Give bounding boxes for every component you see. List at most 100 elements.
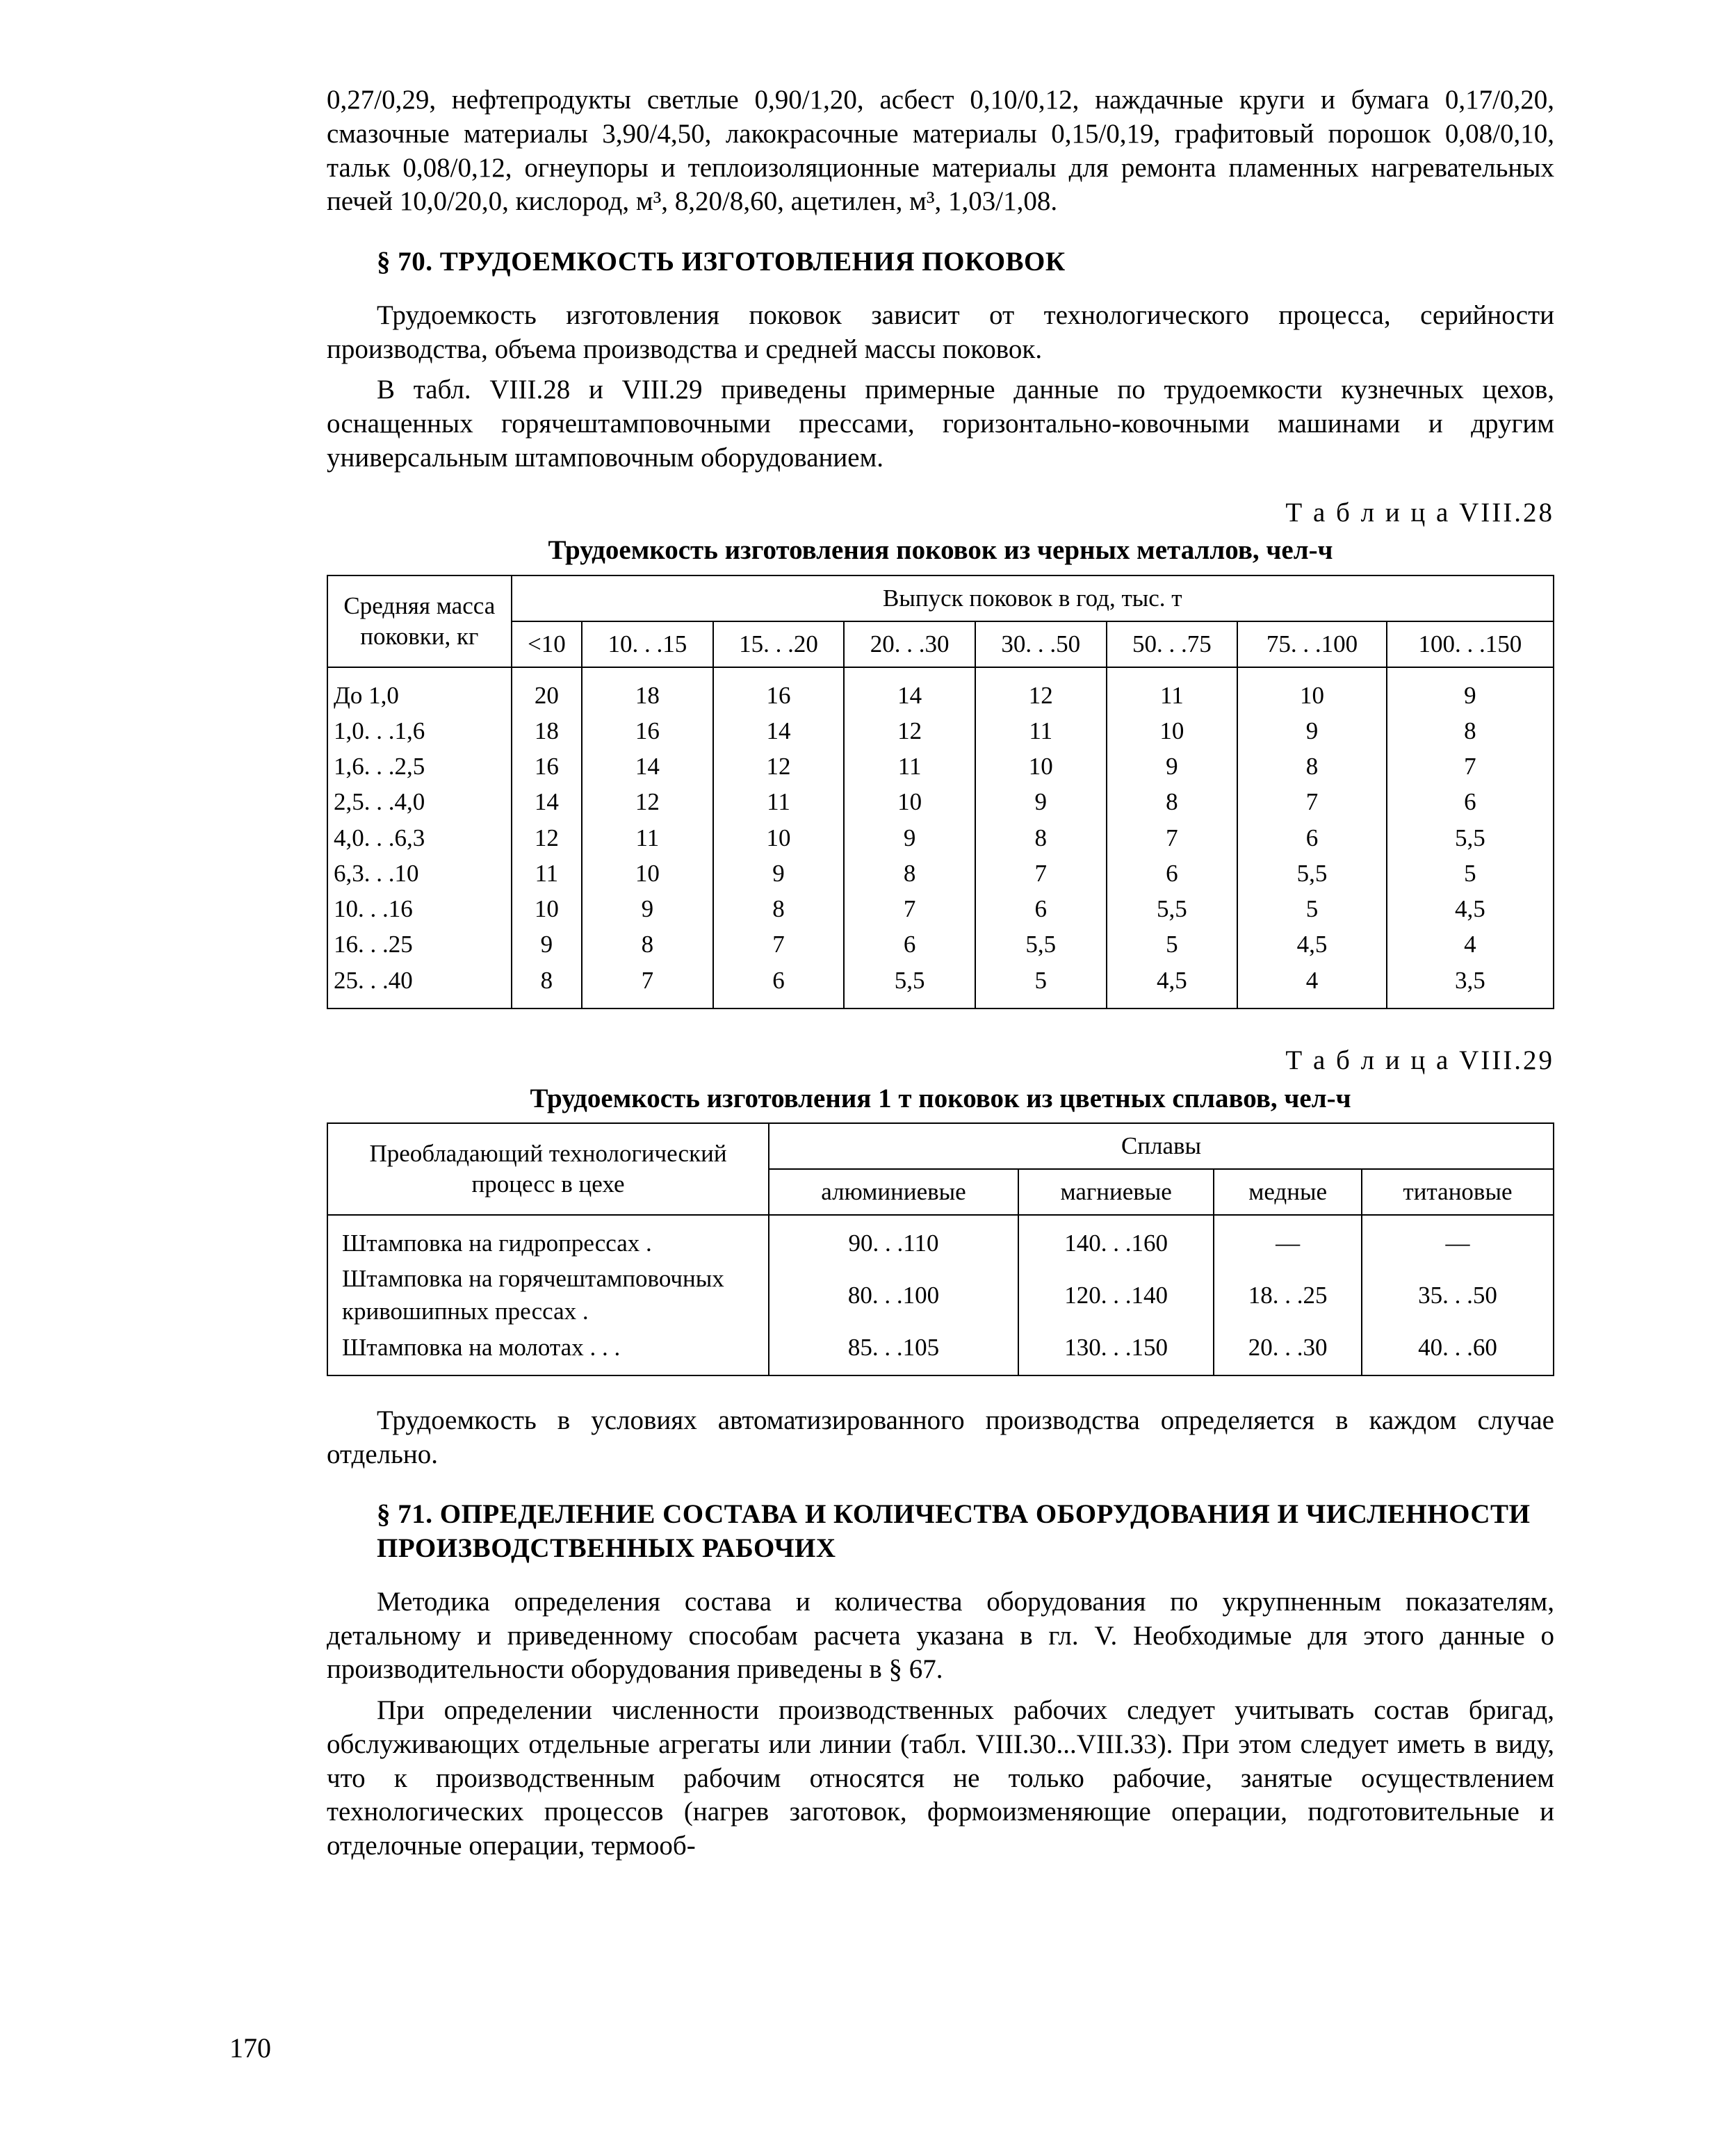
- t28-cell: 9: [582, 891, 713, 926]
- t28-cell: 16: [582, 713, 713, 749]
- table-row: 6,3. . .10111098765,55: [327, 856, 1554, 891]
- t28-cell: 14: [512, 784, 583, 819]
- t28-cell: 8: [1237, 749, 1386, 784]
- t29-col-3: титановые: [1362, 1169, 1554, 1215]
- t28-cell: 9: [512, 926, 583, 962]
- table-row: 2,5. . .4,0141211109876: [327, 784, 1554, 819]
- t28-col-1: 10. . .15: [582, 621, 713, 667]
- t28-cell: 5: [975, 963, 1107, 1008]
- t28-cell: 12: [844, 713, 975, 749]
- t28-cell: 9: [1107, 749, 1238, 784]
- t29-col-1: магниевые: [1018, 1169, 1214, 1215]
- t29-cell: 35. . .50: [1362, 1261, 1554, 1330]
- t28-cell: 7: [1237, 784, 1386, 819]
- t28-cell: 18: [512, 713, 583, 749]
- t29-cell: 20. . .30: [1214, 1330, 1362, 1375]
- p71-1: Методика определения состава и количеств…: [327, 1585, 1554, 1687]
- t28-cell: 9: [844, 820, 975, 856]
- t29-desc: Штамповка на молотах . . .: [327, 1330, 769, 1375]
- t29-col-2: медные: [1214, 1169, 1362, 1215]
- t29-cell: —: [1362, 1215, 1554, 1261]
- t28-cell: 11: [713, 784, 845, 819]
- t29-cell: 140. . .160: [1018, 1215, 1214, 1261]
- t28-cell: 8: [1387, 713, 1554, 749]
- t28-cell: 14: [582, 749, 713, 784]
- t28-cell: 12: [582, 784, 713, 819]
- t28-cell: 11: [844, 749, 975, 784]
- t28-cell: 16: [512, 749, 583, 784]
- t29-col-0: алюминиевые: [769, 1169, 1018, 1215]
- t28-cell: 10: [713, 820, 845, 856]
- table29-label: Т а б л и ц а VIII.29: [327, 1044, 1554, 1078]
- t28-cell: 8: [713, 891, 845, 926]
- t28-cell: 5: [1237, 891, 1386, 926]
- heading-71: § 71. ОПРЕДЕЛЕНИЕ СОСТАВА И КОЛИЧЕСТВА О…: [377, 1498, 1554, 1566]
- t28-colheaders-row: <10 10. . .15 15. . .20 20. . .30 30. . …: [327, 621, 1554, 667]
- table-row: Штамповка на молотах . . .85. . .105130.…: [327, 1330, 1554, 1375]
- t28-cell: 10: [844, 784, 975, 819]
- t28-cell: 10: [1237, 667, 1386, 713]
- t28-col-5: 50. . .75: [1107, 621, 1238, 667]
- t28-cell: 4: [1237, 963, 1386, 1008]
- t28-cell: 7: [1387, 749, 1554, 784]
- t28-cell: 9: [1237, 713, 1386, 749]
- t28-cell: 14: [844, 667, 975, 713]
- page-number: 170: [229, 2031, 271, 2066]
- t28-cell: 4,5: [1107, 963, 1238, 1008]
- table-29: Преобладающий технологический процесс в …: [327, 1122, 1554, 1376]
- t28-rowlabel: 4,0. . .6,3: [327, 820, 512, 856]
- t28-cell: 8: [844, 856, 975, 891]
- t28-cell: 5,5: [1237, 856, 1386, 891]
- t28-col-4: 30. . .50: [975, 621, 1107, 667]
- t28-cell: 6: [713, 963, 845, 1008]
- t28-cell: 14: [713, 713, 845, 749]
- t28-rowlabel: 6,3. . .10: [327, 856, 512, 891]
- t28-cell: 8: [582, 926, 713, 962]
- t28-col-6: 75. . .100: [1237, 621, 1386, 667]
- t28-rowlabel: До 1,0: [327, 667, 512, 713]
- t28-cell: 11: [975, 713, 1107, 749]
- t28-cell: 5,5: [975, 926, 1107, 962]
- t28-cell: 10: [512, 891, 583, 926]
- p71-2: При определении численности производстве…: [327, 1694, 1554, 1863]
- t28-cell: 7: [582, 963, 713, 1008]
- t28-cell: 5: [1107, 926, 1238, 962]
- t28-cell: 16: [713, 667, 845, 713]
- p70-3: Трудоемкость в условиях автоматизированн…: [327, 1404, 1554, 1472]
- t28-cell: 10: [1107, 713, 1238, 749]
- t28-cell: 4: [1387, 926, 1554, 962]
- t28-cell: 20: [512, 667, 583, 713]
- t28-cell: 7: [713, 926, 845, 962]
- t28-col-3: 20. . .30: [844, 621, 975, 667]
- t28-cell: 7: [975, 856, 1107, 891]
- t28-col-2: 15. . .20: [713, 621, 845, 667]
- t29-cell: 130. . .150: [1018, 1330, 1214, 1375]
- table28-label: Т а б л и ц а VIII.28: [327, 496, 1554, 530]
- table29-caption: Трудоемкость изготовления 1 т поковок из…: [327, 1082, 1554, 1116]
- t28-cell: 4,5: [1237, 926, 1386, 962]
- t28-cell: 6: [844, 926, 975, 962]
- t28-mainhead: Средняя масса поковки, кг: [327, 575, 512, 667]
- t29-cell: 85. . .105: [769, 1330, 1018, 1375]
- t28-rowlabel: 2,5. . .4,0: [327, 784, 512, 819]
- t28-cell: 12: [975, 667, 1107, 713]
- t28-cell: 5,5: [1387, 820, 1554, 856]
- t28-cell: 10: [582, 856, 713, 891]
- t28-cell: 6: [1387, 784, 1554, 819]
- table-28: Средняя масса поковки, кг Выпуск поковок…: [327, 575, 1554, 1009]
- intro-paragraph: 0,27/0,29, нефтепродукты светлые 0,90/1,…: [327, 83, 1554, 219]
- t29-desc: Штамповка на горячештамповочных кривошип…: [327, 1261, 769, 1330]
- t29-cell: 120. . .140: [1018, 1261, 1214, 1330]
- t28-cell: 11: [512, 856, 583, 891]
- t28-cell: 4,5: [1387, 891, 1554, 926]
- t28-cell: 9: [975, 784, 1107, 819]
- t28-cell: 9: [1387, 667, 1554, 713]
- t28-cell: 7: [1107, 820, 1238, 856]
- table-row: 1,0. . .1,618161412111098: [327, 713, 1554, 749]
- t28-cell: 3,5: [1387, 963, 1554, 1008]
- heading-70: § 70. ТРУДОЕМКОСТЬ ИЗГОТОВЛЕНИЯ ПОКОВОК: [377, 245, 1554, 279]
- t29-cell: 18. . .25: [1214, 1261, 1362, 1330]
- t28-cell: 5: [1387, 856, 1554, 891]
- t28-cell: 12: [512, 820, 583, 856]
- t28-cell: 6: [1107, 856, 1238, 891]
